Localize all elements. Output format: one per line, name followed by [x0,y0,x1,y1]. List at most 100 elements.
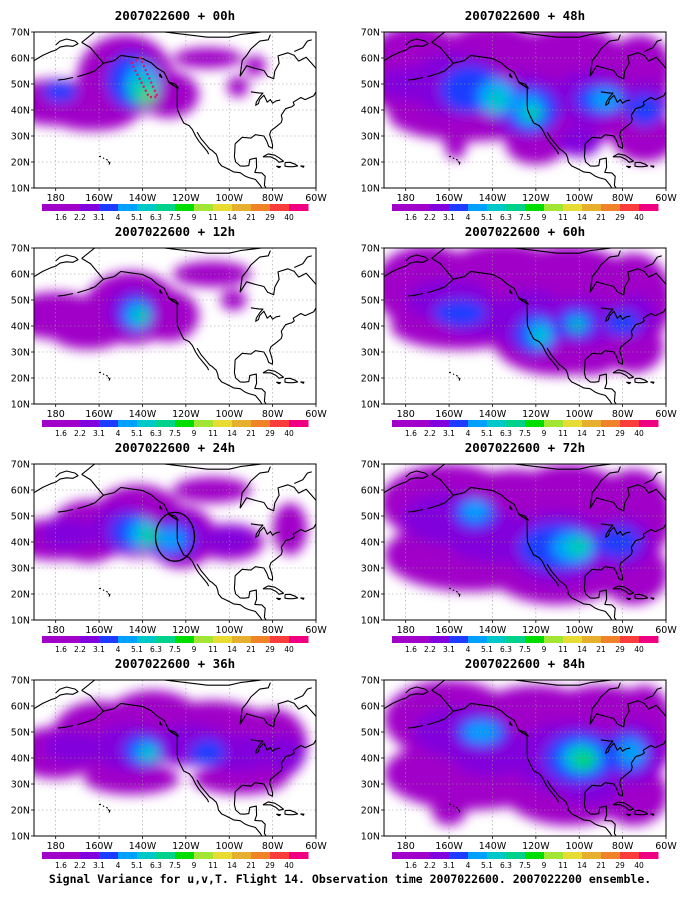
lat-tick-label: 70N [11,28,30,39]
colorbar-swatch [601,420,621,427]
colorbar-label: 14 [577,429,587,438]
colorbar-label: 3.1 [93,213,105,222]
colorbar-swatch [506,636,526,643]
colorbar-swatch [620,204,640,211]
lon-tick-label: 80W [262,409,284,420]
colorbar-label: 29 [265,645,275,654]
lon-tick-label: 80W [262,841,284,852]
coastline [300,381,305,384]
colorbar-label: 21 [246,861,256,870]
colorbar-label: 4 [466,429,471,438]
variance-contour [618,739,645,766]
colorbar-swatch [639,420,659,427]
lat-tick-label: 60N [11,54,30,65]
colorbar-label: 1.6 [55,213,67,222]
coastline [234,307,316,365]
coastline [77,719,93,726]
coastline [34,481,56,494]
coastline [431,41,454,73]
lon-tick-label: 60W [305,409,327,420]
variance-contour [203,526,256,553]
coastline [626,165,632,169]
colorbar-label: 40 [634,861,644,870]
lat-tick-label: 50N [11,80,30,91]
colorbar-label: 6.3 [500,429,512,438]
map-panel-36h: 2007022600 + 36h 180 160W 140W 120W 100W 80W 60… [11,656,328,870]
coastline [107,377,111,381]
colorbar-swatch [61,420,81,427]
colorbar-swatch [411,420,431,427]
colorbar-swatch [80,204,100,211]
lat-tick-label: 50N [361,296,380,307]
colorbar-label: 6.3 [150,645,162,654]
coastline [431,680,612,691]
coastline [103,54,210,155]
coastline [452,589,455,592]
coastline [57,76,74,81]
colorbar-label: 14 [227,429,237,438]
colorbar-swatch [42,420,62,427]
coastline [431,248,612,259]
coastline [234,91,316,149]
coastline [262,585,285,595]
colorbar-label: 3.1 [93,861,105,870]
variance-contour [574,539,588,550]
colorbar-swatch [137,204,157,211]
coastline [294,255,312,269]
map-panel-84h: 2007022600 + 84h 180 160W 140W 120W 100W 80W 60… [361,656,678,870]
lon-tick-label: 180 [47,409,65,420]
lat-tick-label: 30N [11,564,30,575]
lon-tick-label: 140W [129,193,157,204]
coastline [239,52,316,80]
coastline [239,34,271,77]
coastline [268,456,290,461]
colorbar-label: 14 [577,213,587,222]
coastline [455,374,459,377]
lon-tick-label: 120W [522,409,550,420]
colorbar-label: 2.2 [74,213,86,222]
colorbar-swatch [601,636,621,643]
colorbar-label: 29 [615,861,625,870]
variance-contour [590,89,621,110]
colorbar-swatch [175,420,195,427]
colorbar-label: 6.3 [500,861,512,870]
coastline [427,287,443,294]
lat-tick-label: 60N [361,270,380,281]
colorbar-swatch [449,420,469,427]
colorbar-label: 3.1 [443,645,455,654]
lat-tick-label: 10N [11,832,30,843]
colorbar-swatch [449,852,469,859]
colorbar-label: 5.1 [131,213,143,222]
coastline [250,307,281,322]
coastline [233,791,267,836]
coastline [626,381,632,385]
lat-tick-label: 70N [11,244,30,255]
colorbar-swatch [80,420,100,427]
colorbar: 1.6 2.2 3.1 4 5.1 6.3 7.5 9 11 14 21 29 40 [42,420,309,438]
coastline [99,587,101,590]
colorbar-swatch [525,420,545,427]
coastline-layer [384,456,666,620]
lat-tick-label: 30N [11,780,30,791]
lat-tick-label: 40N [361,754,380,765]
lat-tick-label: 40N [11,538,30,549]
coastline [103,702,210,803]
coastline [196,779,263,836]
coastline [284,161,299,168]
colorbar-swatch [232,636,252,643]
colorbar-swatch [411,852,431,859]
colorbar-swatch [392,852,412,859]
colorbar-swatch [61,204,81,211]
coastline [618,456,640,461]
colorbar-swatch [430,420,450,427]
coastline [458,245,471,247]
coastline [431,257,454,289]
variance-contour [138,311,147,320]
variance-contour [172,261,251,287]
coastline [546,347,613,404]
coastline [239,466,271,509]
panel-title: 2007022600 + 36h [115,656,235,671]
colorbar-swatch [175,636,195,643]
colorbar-label: 7.5 [519,429,531,438]
coastline [250,739,281,754]
